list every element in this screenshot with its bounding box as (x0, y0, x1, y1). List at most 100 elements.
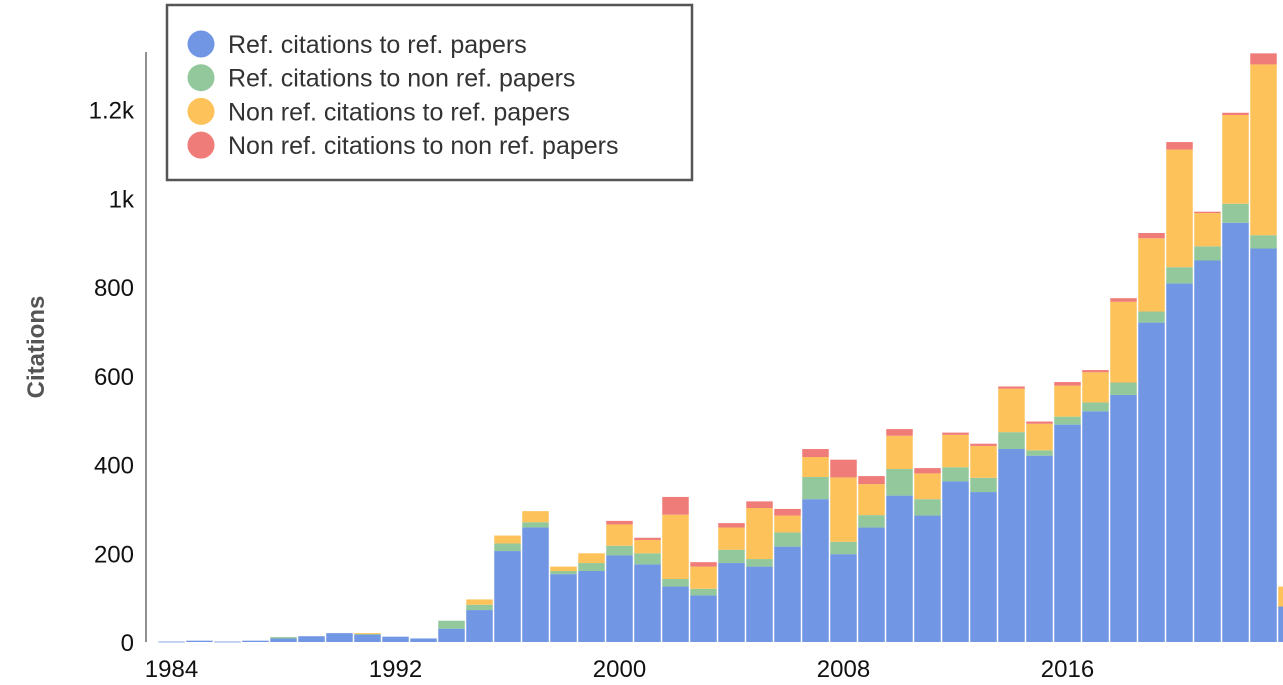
bar-segment-2007-series-3 (802, 457, 829, 477)
bar-segment-2015-series-4 (1026, 421, 1053, 424)
bar-segment-2018-series-1 (1110, 394, 1137, 642)
bar-segment-2012-series-4 (942, 432, 969, 435)
bar-segment-2010-series-1 (886, 495, 913, 642)
bar-segment-2018-series-3 (1110, 301, 1137, 383)
bar-segment-2008-series-4 (830, 459, 857, 478)
y-tick-labels: 0 200 400 600 800 1k 1.2k (89, 98, 135, 657)
bar-segment-2003-series-2 (690, 588, 717, 596)
y-tick-label: 400 (94, 453, 134, 480)
bar-segment-1998-series-3 (550, 566, 577, 572)
bar-segment-1989-series-1 (298, 636, 325, 642)
legend-label: Non ref. citations to ref. papers (228, 98, 570, 126)
bar-segment-2020-series-2 (1166, 267, 1193, 284)
bar-segment-1985-series-1 (186, 640, 213, 642)
bar-segment-2017-series-3 (1082, 372, 1109, 403)
bar-segment-1995-series-3 (466, 599, 493, 605)
bar-segment-2022-series-3 (1222, 114, 1249, 204)
legend-marker (187, 64, 215, 92)
bar-segment-2016-series-3 (1054, 385, 1081, 417)
bar-segment-2021-series-3 (1194, 213, 1221, 247)
bar-segment-2002-series-2 (662, 579, 689, 587)
bar-segment-2007-series-1 (802, 499, 829, 642)
bar-segment-2007-series-4 (802, 449, 829, 458)
bar-segment-1988-series-1 (270, 638, 297, 642)
bar-segment-2004-series-1 (718, 563, 745, 642)
bar-segment-1991-series-1 (354, 634, 381, 642)
bar-segment-2016-series-1 (1054, 424, 1081, 642)
bar-segment-2019-series-4 (1138, 232, 1165, 239)
legend-label: Non ref. citations to non ref. papers (228, 132, 619, 160)
bar-segment-2006-series-4 (774, 508, 801, 516)
bar-segment-2017-series-2 (1082, 402, 1109, 412)
bar-segment-2011-series-4 (914, 468, 941, 474)
bar-segment-1994-series-2 (438, 620, 465, 629)
y-tick-label: 800 (94, 275, 134, 302)
bar-segment-2000-series-2 (606, 545, 633, 556)
bar-segment-2009-series-3 (858, 484, 885, 516)
bar-segment-2015-series-1 (1026, 455, 1053, 642)
bar-segment-2019-series-3 (1138, 238, 1165, 312)
bar-segment-2005-series-2 (746, 559, 773, 567)
bar-segment-1996-series-3 (494, 535, 521, 544)
legend-marker (187, 97, 215, 125)
bar-segment-2001-series-1 (634, 564, 661, 642)
bar-segment-1999-series-2 (578, 563, 605, 572)
bar-segment-1998-series-2 (550, 571, 577, 575)
bar-segment-1984-series-1 (158, 641, 185, 643)
bar-segment-2000-series-1 (606, 555, 633, 642)
bar-segment-1997-series-2 (522, 522, 549, 528)
bar-segment-2021-series-4 (1194, 211, 1221, 214)
bar-segment-2012-series-2 (942, 467, 969, 482)
bar-segment-2014-series-3 (998, 388, 1025, 433)
bar-segment-2011-series-2 (914, 499, 941, 516)
legend-marker (187, 30, 215, 58)
bar-segment-2006-series-3 (774, 515, 801, 533)
bar-segment-2002-series-3 (662, 514, 689, 579)
bar-segment-2020-series-1 (1166, 283, 1193, 642)
bar-segment-2013-series-3 (970, 445, 997, 478)
bar-segment-2013-series-2 (970, 477, 997, 493)
bar-segment-2004-series-4 (718, 523, 745, 528)
bar-segment-1990-series-1 (326, 633, 353, 642)
bar-segment-2012-series-3 (942, 434, 969, 468)
bar-segment-2022-series-1 (1222, 222, 1249, 643)
y-tick-label: 1k (109, 186, 135, 213)
bar-segment-1998-series-1 (550, 574, 577, 642)
legend-box (165, 3, 694, 182)
bar-segment-2013-series-4 (970, 443, 997, 446)
legend-marker (187, 131, 215, 159)
bar-segment-2004-series-2 (718, 549, 745, 564)
bar-segment-2012-series-1 (942, 481, 969, 642)
bar-segment-1995-series-2 (466, 604, 493, 611)
y-tick-label: 600 (94, 364, 134, 391)
y-axis-label: Citations (23, 296, 50, 399)
bar-segment-2021-series-2 (1194, 246, 1221, 261)
bar-segment-1993-series-1 (410, 638, 437, 642)
bar-segment-2018-series-4 (1110, 298, 1137, 302)
bar-segment-2014-series-4 (998, 386, 1025, 389)
bar-segment-1999-series-1 (578, 571, 605, 642)
bar-segment-1992-series-1 (382, 636, 409, 642)
bar-segment-2000-series-3 (606, 524, 633, 546)
bar-segment-2020-series-4 (1166, 142, 1193, 150)
bar-segment-2017-series-1 (1082, 411, 1109, 642)
bar-segment-2001-series-2 (634, 553, 661, 565)
bar-segment-2024-series-1 (1278, 606, 1283, 642)
bar-segment-2005-series-4 (746, 501, 773, 509)
x-tick-label: 1992 (369, 656, 422, 683)
bar-segment-2011-series-3 (914, 473, 941, 500)
bar-segment-1997-series-1 (522, 527, 549, 642)
bar-segment-2001-series-3 (634, 539, 661, 554)
bar-segment-2014-series-2 (998, 432, 1025, 450)
bar-segment-2003-series-4 (690, 562, 717, 567)
bar-segment-2022-series-4 (1222, 112, 1249, 115)
x-tick-labels: 1984 1992 2000 2008 2016 (145, 656, 1094, 683)
bar-segment-2022-series-2 (1222, 203, 1249, 223)
bar-segment-2011-series-1 (914, 515, 941, 642)
x-tick-label: 2000 (593, 656, 646, 683)
bar-segment-2014-series-1 (998, 449, 1025, 642)
legend: Ref. citations to ref. papers Ref. citati… (165, 3, 694, 182)
bars-layer (158, 53, 1283, 643)
bar-segment-2019-series-2 (1138, 311, 1165, 323)
